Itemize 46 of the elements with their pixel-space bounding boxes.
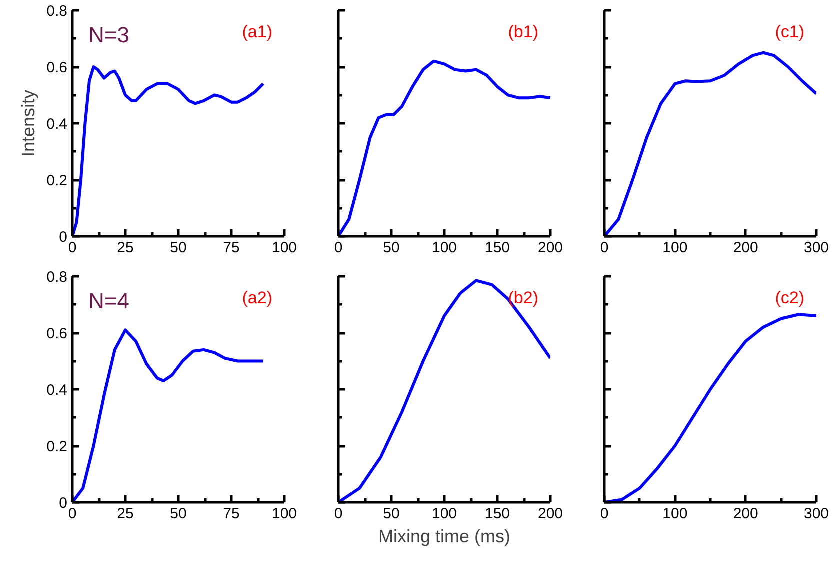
x-tick-label: 200 [538,240,564,256]
y-tick-label: 0.2 [46,438,68,456]
x-tick-label: 75 [223,506,240,522]
x-tick-label: 200 [733,506,758,522]
annotation: N=3 [88,22,130,48]
x-tick-label: 50 [170,240,187,256]
y-tick-label: 0.2 [46,172,68,190]
x-tick-label: 50 [170,506,187,522]
annotation: (a2) [242,288,273,308]
y-tick-label: 0.6 [46,60,68,76]
annotation: (c2) [775,288,805,308]
x-tick-label: 0 [334,506,343,522]
annotation: (a1) [242,22,273,42]
x-tick-label: 0 [334,240,343,256]
x-tick-label: 150 [484,506,510,522]
x-tick-label: 300 [804,240,830,256]
x-tick-label: 0 [600,240,609,256]
y-tick-label: 0.8 [46,269,68,286]
annotation: (b1) [508,22,539,42]
y-tick-label: 0.8 [46,3,68,20]
y-tick-label: 0.4 [46,382,68,399]
x-tick-label: 50 [383,240,400,256]
x-tick-label: 200 [538,506,564,522]
y-tick-label: 0 [59,229,68,246]
x-tick-label: 100 [272,240,298,256]
x-tick-label: 100 [432,506,458,522]
x-tick-label: 100 [432,240,458,256]
x-tick-label: 50 [383,506,400,522]
x-tick-label: 100 [662,240,688,256]
x-tick-label: 25 [117,506,134,522]
y-tick-label: 0.6 [46,326,68,342]
x-tick-label: 25 [117,240,134,256]
annotation: (c1) [775,22,805,42]
x-tick-label: 0 [600,506,609,522]
x-tick-label: 100 [662,506,688,522]
x-tick-label: 200 [733,240,758,256]
x-axis-title: Mixing time (ms) [378,526,511,546]
y-tick-label: 0.4 [46,116,68,133]
annotation: (b2) [508,288,539,308]
x-tick-label: 100 [272,506,298,522]
y-tick-label: 0 [59,495,68,512]
x-tick-label: 300 [804,506,830,522]
x-tick-label: 75 [223,240,240,256]
y-axis-title: Intensity [18,90,39,158]
annotation: N=4 [88,288,130,314]
x-tick-label: 150 [484,240,510,256]
